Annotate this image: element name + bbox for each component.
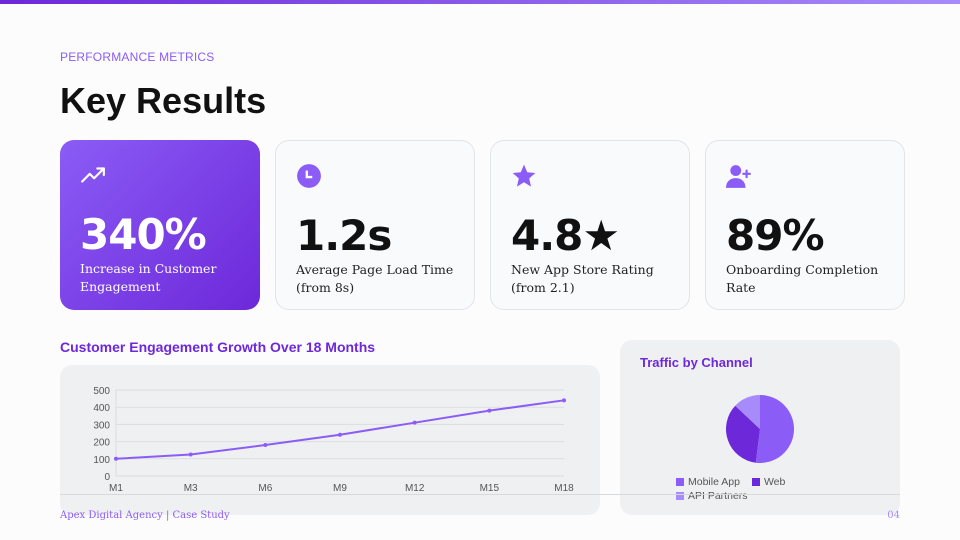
pie-slice <box>735 395 760 429</box>
section-eyebrow: PERFORMANCE METRICS <box>60 50 215 64</box>
legend-swatch <box>676 478 684 486</box>
y-tick-label: 400 <box>93 403 110 414</box>
legend-item: Web <box>751 475 785 489</box>
metric-card-load-time: 1.2s Average Page Load Time (from 8s) <box>275 140 475 310</box>
legend-item: Mobile App <box>676 475 740 489</box>
x-tick-label: M1 <box>109 483 123 494</box>
pie-slice <box>755 395 794 463</box>
metric-card-rating: 4.8★ New App Store Rating (from 2.1) <box>490 140 690 310</box>
x-tick-label: M18 <box>554 483 574 494</box>
data-point <box>338 432 342 437</box>
legend-swatch <box>676 492 684 500</box>
x-tick-label: M3 <box>184 483 198 494</box>
y-tick-label: 300 <box>93 420 110 431</box>
metric-value: 1.2s <box>296 211 392 260</box>
metric-value: 89% <box>726 211 825 260</box>
clock-icon <box>297 164 321 188</box>
y-tick-label: 0 <box>104 472 110 483</box>
page-number: 04 <box>887 510 900 521</box>
pie-slice <box>726 405 760 463</box>
star-icon <box>512 164 536 187</box>
trending-up-icon <box>81 167 105 183</box>
footer-divider <box>60 494 900 495</box>
data-point <box>412 420 417 425</box>
data-point <box>263 443 268 448</box>
legend-swatch <box>751 478 760 486</box>
footer-text: Apex Digital Agency | Case Study <box>60 510 230 521</box>
metric-label: Onboarding Completion Rate <box>726 262 879 295</box>
y-tick-label: 500 <box>93 386 110 397</box>
metric-card-engagement: 340% Increase in Customer Engagement <box>60 140 260 310</box>
y-tick-label: 100 <box>93 455 110 466</box>
metric-label: New App Store Rating (from 2.1) <box>511 262 654 295</box>
metric-value: 340% <box>80 210 207 259</box>
x-tick-label: M12 <box>405 483 425 494</box>
line-chart: 0 100 200 300 400 500 M1 M3 M6 M9 M12 M15 M18 <box>93 386 574 494</box>
metric-card-onboarding: 89% Onboarding Completion Rate <box>705 140 905 310</box>
line-chart-panel: 0 100 200 300 400 500 M1 M3 M6 M9 M12 M15 M18 <box>60 365 600 515</box>
metric-label: Increase in Customer Engagement <box>80 261 217 294</box>
pie-chart-panel: Traffic by Channel Mobile App Web API Par… <box>620 340 900 515</box>
data-point <box>114 456 118 461</box>
x-tick-label: M15 <box>480 483 500 494</box>
line-chart-title: Customer Engagement Growth Over 18 Month… <box>60 339 376 355</box>
pie-legend: Mobile App Web API Partners <box>676 475 836 503</box>
data-point <box>562 398 566 403</box>
metric-value: 4.8★ <box>511 211 620 260</box>
y-tick-label: 200 <box>93 438 110 449</box>
page-title: Key Results <box>60 80 267 121</box>
top-accent-bar <box>0 0 960 4</box>
series-line <box>115 399 565 460</box>
pie-chart <box>726 395 794 463</box>
pie-chart-title: Traffic by Channel <box>640 355 753 370</box>
x-tick-label: M6 <box>258 483 272 494</box>
data-point <box>188 452 193 457</box>
x-tick-label: M9 <box>333 483 347 494</box>
legend-item: API Partners <box>676 489 748 503</box>
data-point <box>487 408 492 413</box>
user-plus-icon <box>726 165 751 188</box>
metric-label: Average Page Load Time (from 8s) <box>296 262 454 295</box>
